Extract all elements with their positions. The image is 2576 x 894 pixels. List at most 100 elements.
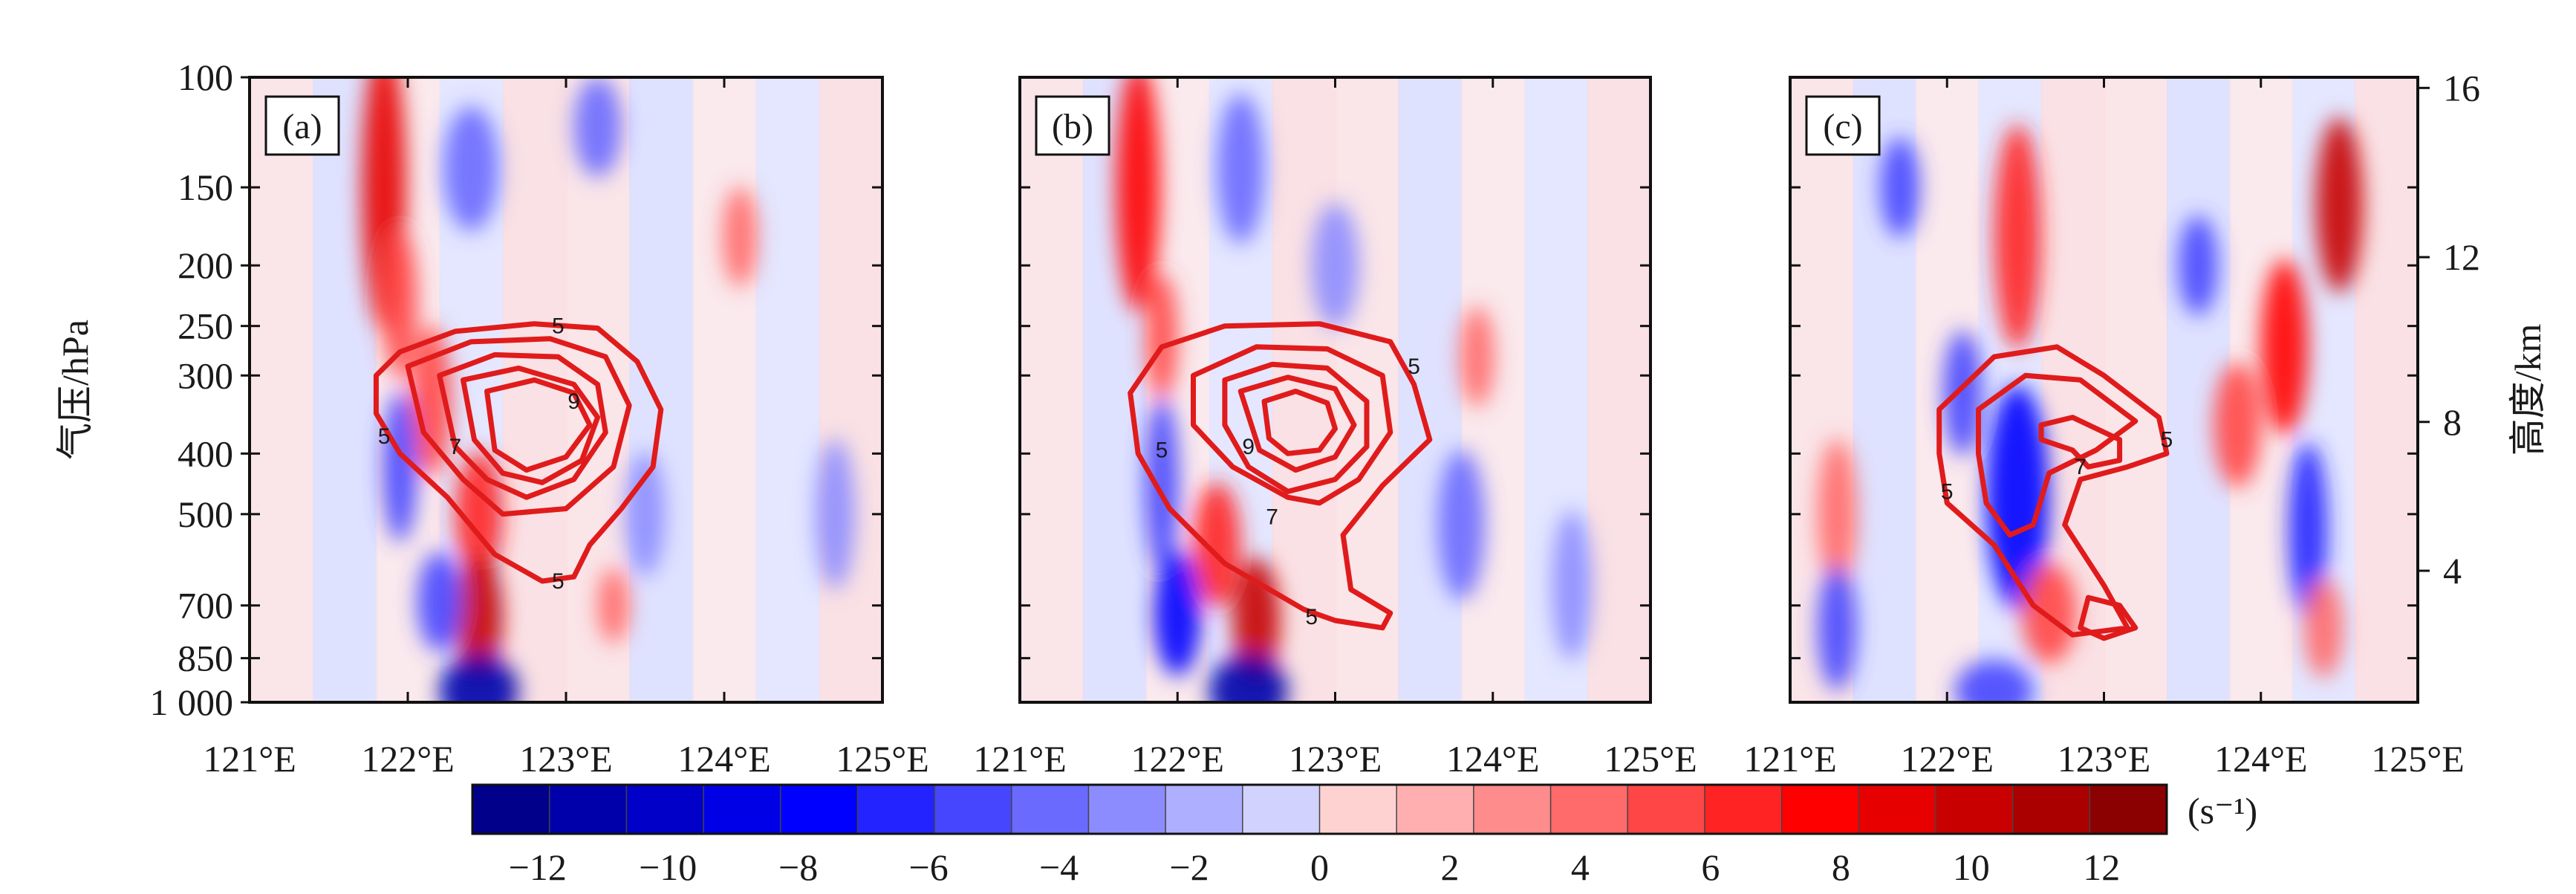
contour-level-7 bbox=[437, 352, 608, 500]
vorticity-cell bbox=[1154, 550, 1202, 676]
colorbar-cell bbox=[2012, 785, 2090, 834]
contour-level-5 bbox=[1936, 344, 2170, 638]
colorbar-cell bbox=[1935, 785, 2014, 834]
vorticity-cell bbox=[2178, 215, 2218, 316]
field-stripe bbox=[250, 77, 315, 702]
contour-level-7 bbox=[2038, 415, 2123, 470]
x-tick-label: 124°E bbox=[1446, 738, 1540, 780]
colorbar-cell bbox=[1011, 785, 1089, 834]
vorticity-cell bbox=[1145, 273, 1178, 400]
colorbar-cell bbox=[1858, 785, 1936, 834]
colorbar-tick-label: 8 bbox=[1832, 846, 1850, 888]
contour-level-8 bbox=[1237, 375, 1357, 473]
vorticity-cell bbox=[722, 187, 758, 287]
vorticity-cell bbox=[412, 326, 452, 476]
colorbar-tick-label: −10 bbox=[639, 846, 697, 888]
contour-label: 5 bbox=[2161, 428, 2173, 453]
x-tick-label: 125°E bbox=[1604, 738, 1697, 780]
x-tick-label: 121°E bbox=[973, 738, 1067, 780]
colorbar-tick-label: 6 bbox=[1701, 846, 1720, 888]
field-stripe bbox=[1020, 77, 1084, 702]
x-tick-label: 125°E bbox=[836, 738, 929, 780]
contour-lines: 5 9 7 5 5 bbox=[373, 314, 664, 594]
colorbar-tick-label: 4 bbox=[1571, 846, 1590, 888]
colorbar-tick-label: 0 bbox=[1310, 846, 1329, 888]
colorbar-tick-label: −6 bbox=[909, 846, 949, 888]
colorbar-tick-label: 12 bbox=[2083, 846, 2120, 888]
contour-label: 5 bbox=[552, 569, 565, 594]
vorticity-cell bbox=[1817, 565, 1857, 690]
vorticity-cell bbox=[417, 551, 462, 652]
vorticity-cell bbox=[625, 451, 666, 577]
colorbar-cell bbox=[1781, 785, 1859, 834]
x-tick-label: 122°E bbox=[361, 738, 455, 780]
field-stripe bbox=[2104, 77, 2168, 702]
y-tick-label: 400 bbox=[178, 433, 233, 474]
vorticity-cell bbox=[382, 228, 417, 379]
vorticity-cell bbox=[2260, 259, 2309, 435]
contour-lines: 5 7 5 bbox=[1936, 344, 2173, 641]
vorticity-cell bbox=[1144, 398, 1180, 574]
vorticity-cell bbox=[1217, 93, 1264, 244]
panels-layer: 5 9 7 5 5 (a) 5 9 7 5 5 (b) 5 7 5 (c) bbox=[248, 76, 2419, 704]
contour-label: 5 bbox=[378, 424, 391, 449]
axes-layer: 121°E 122°E 123°E 124°E 125°E 121°E 122°E 123°E… bbox=[54, 56, 2549, 780]
colorbar-cell bbox=[703, 785, 781, 834]
contour-label: 5 bbox=[1941, 479, 1954, 504]
colorbar-cell bbox=[626, 785, 704, 834]
colorbar-cell bbox=[1319, 785, 1397, 834]
contour-level-7 bbox=[1222, 361, 1370, 494]
contour-level-6 bbox=[1191, 344, 1393, 506]
y-right-tick-label: 16 bbox=[2443, 67, 2480, 108]
vorticity-cell bbox=[815, 438, 855, 589]
colorbar-cell bbox=[1088, 785, 1166, 834]
colorbar-cell bbox=[1473, 785, 1552, 834]
vorticity-cell bbox=[2303, 577, 2344, 678]
field-stripe bbox=[755, 77, 821, 702]
y-tick-label: 200 bbox=[178, 244, 233, 286]
y-tick-label: 300 bbox=[178, 354, 233, 396]
panel-label: (c) bbox=[1805, 95, 1881, 156]
x-tick-label: 122°E bbox=[1900, 738, 1994, 780]
y-axis-title-left: 气压/hPa bbox=[54, 320, 96, 460]
y-right-tick-label: 8 bbox=[2443, 401, 2462, 443]
vorticity-cell bbox=[1437, 450, 1486, 600]
colorbar-cell bbox=[780, 785, 858, 834]
colorbar-cell bbox=[1396, 785, 1474, 834]
contour-label: 7 bbox=[449, 435, 462, 459]
vorticity-cell bbox=[2288, 442, 2328, 618]
vorticity-cell bbox=[1942, 330, 1983, 456]
colorbar-cell bbox=[1627, 785, 1705, 834]
x-tick-label: 121°E bbox=[203, 738, 296, 780]
field-stripe bbox=[819, 77, 882, 702]
field-blobs bbox=[1116, 77, 1592, 702]
x-tick-label: 124°E bbox=[677, 738, 771, 780]
contour-level-6 bbox=[405, 336, 632, 517]
panel-c: 5 7 5 (c) bbox=[1789, 76, 2419, 704]
vorticity-cell bbox=[1880, 137, 1920, 238]
panel-label-box bbox=[1805, 95, 1881, 156]
panel-label-text: (c) bbox=[1823, 107, 1862, 146]
field-stripe bbox=[2355, 77, 2418, 702]
y-tick-label: 1 000 bbox=[150, 681, 234, 723]
vorticity-cell bbox=[2214, 362, 2261, 488]
vorticity-cell bbox=[1954, 660, 2034, 702]
colorbar-cell bbox=[1165, 785, 1243, 834]
panel-label-text: (a) bbox=[282, 107, 322, 146]
x-tick-label: 122°E bbox=[1131, 738, 1224, 780]
contour-label: 5 bbox=[552, 314, 565, 339]
x-tick-label: 125°E bbox=[2371, 738, 2465, 780]
vorticity-cell bbox=[2021, 563, 2077, 664]
vorticity-field bbox=[250, 77, 882, 702]
field-blobs bbox=[362, 77, 855, 702]
vorticity-cell bbox=[2315, 117, 2364, 293]
contour-label: 9 bbox=[567, 389, 580, 414]
colorbar-tick-label: −4 bbox=[1039, 846, 1079, 888]
y-tick-label: 150 bbox=[178, 166, 233, 208]
colorbar-cell bbox=[1704, 785, 1783, 834]
vorticity-cell bbox=[1116, 77, 1160, 313]
colorbar-cell bbox=[549, 785, 627, 834]
contour-level-5 bbox=[1128, 321, 1433, 631]
x-tick-label: 123°E bbox=[1289, 738, 1382, 780]
